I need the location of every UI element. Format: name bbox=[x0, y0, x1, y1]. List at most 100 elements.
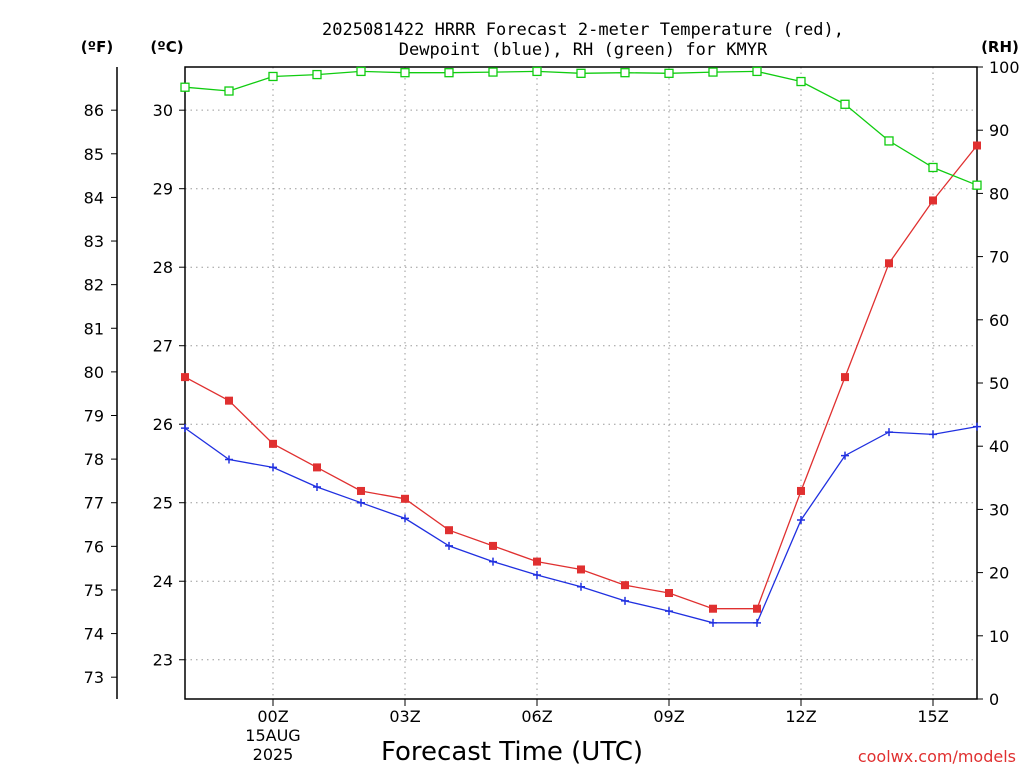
rh-point bbox=[400, 68, 410, 78]
rh-tick-label: 10 bbox=[989, 627, 1009, 646]
dewpoint-point bbox=[401, 514, 409, 523]
chart-title-line-1: 2025081422 HRRR Forecast 2-meter Tempera… bbox=[322, 20, 844, 40]
rh-point bbox=[532, 66, 542, 77]
x-tick-label: 03Z bbox=[389, 707, 420, 726]
dewpoint-point bbox=[929, 430, 937, 439]
rh-point bbox=[268, 71, 278, 82]
dewpoint-point bbox=[753, 618, 761, 627]
temperature-point bbox=[621, 581, 629, 590]
temperature-point bbox=[753, 604, 761, 613]
celsius-tick-label: 26 bbox=[153, 415, 173, 434]
rh-tick-label: 70 bbox=[989, 248, 1009, 267]
rh-point bbox=[312, 69, 322, 80]
rh-unit-label: (RH) bbox=[981, 38, 1019, 56]
fahrenheit-tick-label: 73 bbox=[84, 668, 104, 687]
dewpoint-point bbox=[357, 498, 365, 507]
fahrenheit-tick-label: 78 bbox=[84, 450, 104, 469]
temperature-point bbox=[401, 494, 409, 503]
rh-point bbox=[972, 180, 982, 190]
temperature-point bbox=[269, 439, 277, 448]
fahrenheit-unit-label: (ºF) bbox=[81, 38, 113, 56]
fahrenheit-tick-label: 85 bbox=[84, 145, 104, 164]
rh-tick-label: 0 bbox=[989, 690, 999, 709]
rh-tick-label: 60 bbox=[989, 311, 1009, 330]
dewpoint-point bbox=[665, 607, 673, 616]
fahrenheit-tick-label: 76 bbox=[84, 537, 104, 556]
dewpoint-point bbox=[181, 424, 189, 433]
dewpoint-series bbox=[181, 422, 981, 627]
fahrenheit-tick-label: 75 bbox=[84, 581, 104, 600]
temperature-point bbox=[357, 486, 365, 495]
rh-tick-label: 40 bbox=[989, 437, 1009, 456]
rh-series bbox=[180, 66, 982, 190]
rh-point bbox=[488, 67, 498, 77]
rh-point bbox=[620, 68, 630, 78]
temperature-point bbox=[973, 141, 981, 150]
temperature-point bbox=[225, 396, 233, 405]
rh-point bbox=[752, 66, 762, 77]
dewpoint-point bbox=[973, 422, 981, 431]
temperature-series bbox=[181, 141, 981, 613]
dewpoint-point bbox=[445, 541, 453, 550]
fahrenheit-tick-label: 77 bbox=[84, 494, 104, 513]
grid-lines bbox=[185, 67, 977, 699]
temperature-point bbox=[709, 604, 717, 613]
fahrenheit-tick-label: 79 bbox=[84, 406, 104, 425]
temperature-point bbox=[489, 541, 497, 550]
rh-point bbox=[884, 136, 894, 146]
temperature-point bbox=[445, 526, 453, 535]
x-axis-title: Forecast Time (UTC) bbox=[381, 737, 643, 767]
temperature-point bbox=[841, 373, 849, 382]
rh-tick-label: 80 bbox=[989, 184, 1009, 203]
x-tick-label: 06Z bbox=[521, 707, 552, 726]
rh-point bbox=[708, 67, 718, 77]
temperature-point bbox=[577, 565, 585, 574]
dewpoint-point bbox=[885, 428, 893, 437]
x-tick-sublabel: 2025 bbox=[253, 745, 294, 764]
rh-point bbox=[840, 99, 850, 109]
fahrenheit-tick-label: 82 bbox=[84, 276, 104, 295]
fahrenheit-tick-label: 74 bbox=[84, 625, 104, 644]
fahrenheit-tick-label: 80 bbox=[84, 363, 104, 382]
fahrenheit-tick-label: 81 bbox=[84, 319, 104, 338]
fahrenheit-tick-label: 86 bbox=[84, 101, 104, 120]
fahrenheit-tick-label: 83 bbox=[84, 232, 104, 251]
rh-tick-label: 20 bbox=[989, 564, 1009, 583]
temperature-point bbox=[533, 557, 541, 566]
temperature-line bbox=[184, 145, 978, 610]
plot-frame bbox=[184, 66, 978, 700]
rh-point bbox=[928, 162, 938, 173]
dewpoint-point bbox=[489, 557, 497, 566]
dewpoint-point bbox=[621, 596, 629, 605]
dewpoint-point bbox=[225, 455, 233, 464]
dewpoint-point bbox=[269, 463, 277, 472]
credit-text: coolwx.com/models bbox=[858, 747, 1016, 766]
dewpoint-point bbox=[709, 618, 717, 627]
rh-point bbox=[444, 68, 454, 78]
x-tick-label: 15Z bbox=[917, 707, 948, 726]
celsius-tick-label: 28 bbox=[153, 258, 173, 277]
x-tick-label: 00Z bbox=[257, 707, 288, 726]
temperature-point bbox=[313, 463, 321, 472]
temperature-point bbox=[929, 196, 937, 205]
dewpoint-line bbox=[184, 425, 978, 624]
rh-point bbox=[576, 68, 586, 78]
fahrenheit-tick-label: 84 bbox=[84, 188, 104, 207]
rh-line bbox=[184, 70, 978, 186]
celsius-tick-label: 25 bbox=[153, 494, 173, 513]
celsius-tick-label: 23 bbox=[153, 651, 173, 670]
dewpoint-point bbox=[313, 483, 321, 492]
celsius-tick-label: 30 bbox=[153, 101, 173, 120]
rh-point bbox=[796, 76, 806, 87]
temperature-point bbox=[797, 486, 805, 495]
rh-point bbox=[224, 86, 234, 96]
rh-point bbox=[664, 68, 674, 78]
rh-point bbox=[180, 82, 190, 92]
celsius-tick-label: 24 bbox=[153, 572, 173, 591]
rh-tick-label: 50 bbox=[989, 374, 1009, 393]
x-tick-sublabel: 15AUG bbox=[245, 726, 300, 745]
rh-tick-label: 90 bbox=[989, 121, 1009, 140]
dewpoint-point bbox=[797, 515, 805, 524]
